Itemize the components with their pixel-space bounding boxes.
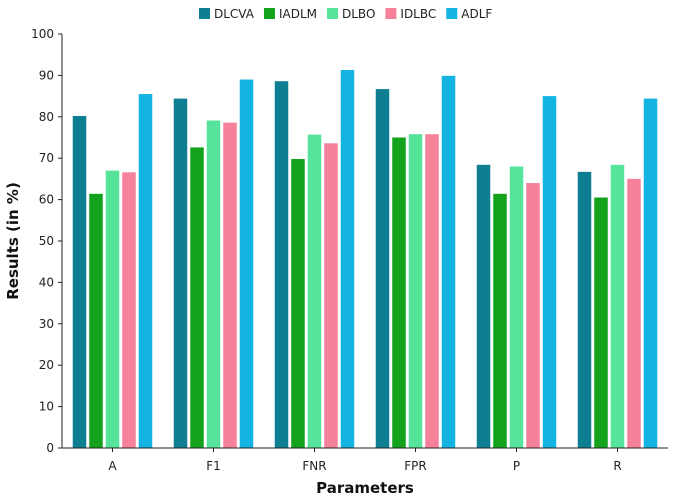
y-tick-label: 10 xyxy=(39,400,54,414)
y-tick-label: 40 xyxy=(39,275,54,289)
bar-dlbo-fnr xyxy=(307,134,322,449)
bar-adlf-a xyxy=(138,94,153,448)
x-tick-label-a: A xyxy=(108,459,117,473)
y-tick-label: 30 xyxy=(39,317,54,331)
x-axis-title: Parameters xyxy=(316,479,414,497)
bar-dlbo-a xyxy=(105,170,120,448)
bar-idlbc-fpr xyxy=(425,134,439,449)
bar-idlbc-r xyxy=(627,178,641,448)
bar-iadlm-f1 xyxy=(190,147,204,448)
bar-dlcva-f1 xyxy=(173,98,188,449)
y-tick-label: 90 xyxy=(39,68,54,82)
bars xyxy=(72,70,658,449)
bar-dlbo-fpr xyxy=(408,134,423,449)
y-axis-ticks: 0 10 20 30 40 50 60 70 80 90 100 xyxy=(31,27,62,455)
bar-iadlm-r xyxy=(594,197,608,448)
y-tick-label: 100 xyxy=(31,27,54,41)
bar-iadlm-a xyxy=(89,193,103,448)
legend-label-iadlm: IADLM xyxy=(279,7,317,21)
y-tick-label: 50 xyxy=(39,234,54,248)
legend: DLCVA IADLM DLBO IDLBC ADLF xyxy=(199,7,492,21)
bar-adlf-p xyxy=(542,96,557,448)
legend-label-idlbc: IDLBC xyxy=(400,7,436,21)
legend-label-dlcva: DLCVA xyxy=(214,7,255,21)
bar-dlcva-a xyxy=(72,115,87,449)
x-tick-label-r: R xyxy=(613,459,621,473)
legend-swatch-dlbo xyxy=(327,8,338,19)
legend-swatch-adlf xyxy=(446,8,458,19)
legend-swatch-dlcva xyxy=(199,8,210,19)
bar-adlf-fnr xyxy=(340,70,355,448)
y-tick-label: 80 xyxy=(39,110,54,124)
x-tick-label-fnr: FNR xyxy=(302,459,326,473)
legend-swatch-idlbc xyxy=(385,8,397,19)
legend-swatch-iadlm xyxy=(263,8,275,19)
bar-dlcva-fpr xyxy=(375,89,390,448)
x-tick-label-p: P xyxy=(513,459,520,473)
y-tick-label: 20 xyxy=(39,358,54,372)
y-axis-title: Results (in %) xyxy=(4,182,22,300)
bar-adlf-f1 xyxy=(239,79,254,448)
bar-idlbc-f1 xyxy=(223,122,237,448)
bar-dlcva-p xyxy=(476,164,491,448)
bar-iadlm-p xyxy=(493,193,507,448)
y-tick-label: 0 xyxy=(46,441,54,455)
bar-idlbc-fnr xyxy=(324,143,338,448)
legend-label-dlbo: DLBO xyxy=(342,7,375,21)
x-axis-ticks: A F1 FNR FPR P R xyxy=(108,448,622,473)
y-tick-label: 60 xyxy=(39,193,54,207)
bar-adlf-fpr xyxy=(441,75,456,449)
x-tick-label-f1: F1 xyxy=(206,459,221,473)
bar-iadlm-fnr xyxy=(291,159,305,448)
bar-idlbc-p xyxy=(526,183,540,449)
bar-dlbo-p xyxy=(509,166,524,449)
bar-dlcva-r xyxy=(577,171,592,448)
bar-iadlm-fpr xyxy=(392,137,406,448)
bar-adlf-r xyxy=(643,98,658,449)
bar-dlcva-fnr xyxy=(274,81,289,449)
legend-label-adlf: ADLF xyxy=(461,7,492,21)
bar-dlbo-r xyxy=(610,164,625,448)
y-tick-label: 70 xyxy=(39,151,54,165)
x-tick-label-fpr: FPR xyxy=(404,459,426,473)
bar-dlbo-f1 xyxy=(206,120,221,448)
bar-idlbc-a xyxy=(122,172,136,448)
